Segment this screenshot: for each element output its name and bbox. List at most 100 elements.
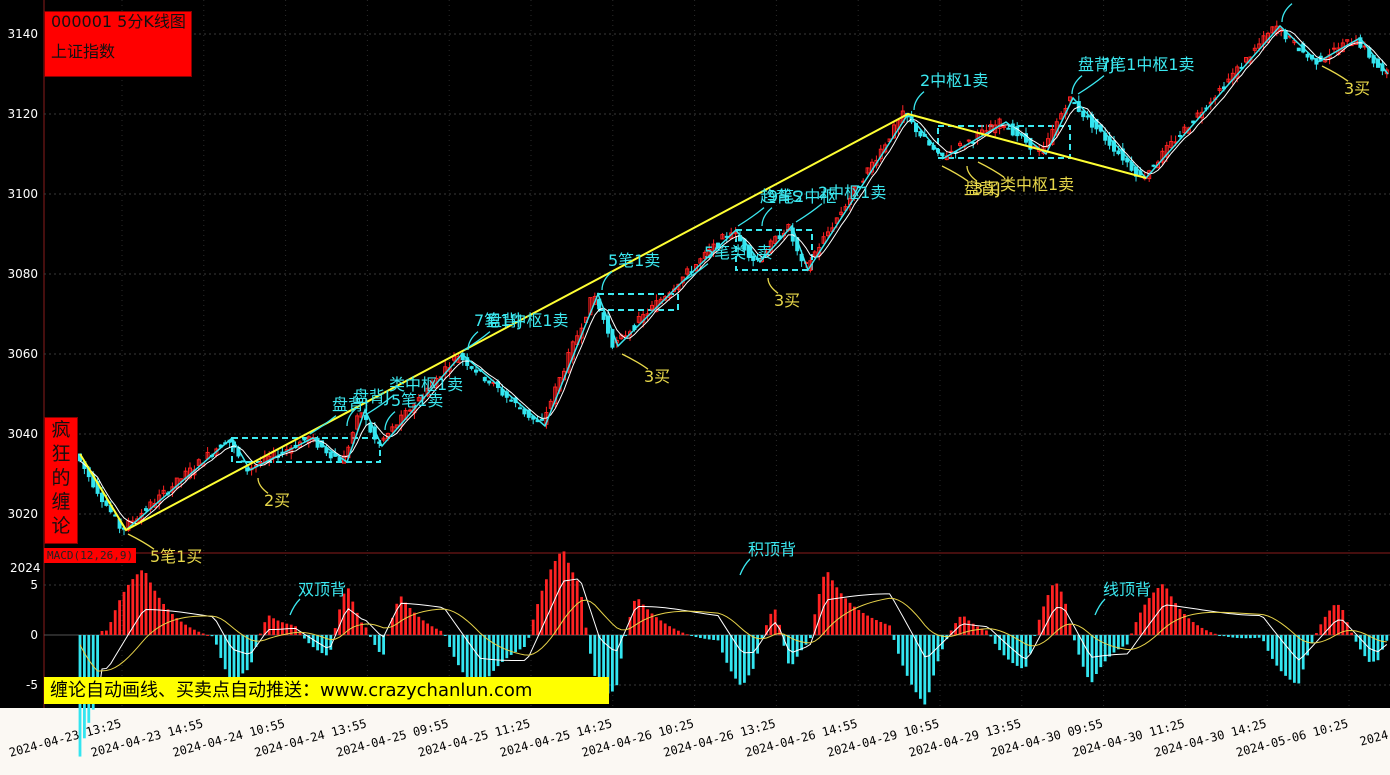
- candle-body: [1178, 134, 1182, 137]
- candle-body: [812, 251, 817, 257]
- macd-bar: [100, 630, 104, 635]
- annotation-arrow: [1071, 75, 1083, 95]
- candle-body: [1195, 112, 1200, 118]
- promo-banner[interactable]: 缠论自动画线、买卖点自动推送：www.crazychanlun.com: [44, 677, 609, 704]
- macd-bar: [897, 635, 900, 654]
- macd-bar: [320, 635, 324, 654]
- candle-body: [469, 366, 474, 369]
- annotation-arrow: [795, 203, 823, 223]
- macd-bar: [109, 622, 113, 635]
- macd-bar: [1068, 623, 1072, 635]
- macd-bar: [540, 590, 544, 635]
- candle-body: [1332, 47, 1336, 50]
- annotation-label: 5笔1卖: [391, 391, 443, 410]
- macd-bar: [1086, 635, 1089, 678]
- macd-bar: [963, 616, 966, 635]
- macd-bar: [1081, 635, 1085, 667]
- macd-bar: [113, 610, 117, 635]
- macd-bar: [747, 635, 751, 676]
- y-tick-label: 3080: [7, 267, 38, 281]
- macd-bar: [690, 635, 693, 636]
- macd-bar: [1279, 635, 1283, 672]
- macd-bar: [377, 635, 381, 652]
- macd-bar: [971, 623, 975, 635]
- macd-bar: [1090, 635, 1094, 683]
- macd-bar: [153, 590, 157, 635]
- macd-bar: [452, 635, 456, 657]
- macd-bar: [839, 593, 843, 635]
- macd-bar: [408, 608, 412, 635]
- macd-value-label: 2024: [10, 561, 41, 575]
- macd-bar: [245, 635, 249, 671]
- macd-bar: [804, 635, 808, 645]
- macd-bar: [655, 617, 658, 635]
- annotation-label: 5笔类1卖: [704, 243, 772, 262]
- macd-bar: [487, 635, 491, 677]
- candle-body: [364, 414, 368, 420]
- macd-bar: [589, 635, 592, 654]
- macd-bar: [430, 626, 434, 635]
- candle-body: [1169, 141, 1174, 149]
- annotation-arrow: [384, 411, 396, 431]
- macd-bar: [298, 632, 302, 635]
- candle-body: [958, 142, 962, 146]
- macd-bar: [439, 630, 443, 635]
- annotation-label: 3买: [973, 179, 999, 198]
- side-char: 论: [51, 515, 71, 537]
- macd-bar: [905, 635, 909, 676]
- side-char: 的: [51, 467, 71, 489]
- macd-bar: [1332, 605, 1336, 635]
- macd-annotation-label: 线顶背: [1103, 580, 1151, 599]
- macd-bar: [989, 635, 993, 637]
- macd-bar: [360, 622, 363, 635]
- macd-bar: [707, 635, 711, 640]
- macd-bar: [518, 635, 522, 650]
- side-char: 缠: [51, 491, 71, 513]
- macd-annotation-arrow: [739, 558, 751, 576]
- macd-bar: [1134, 622, 1138, 635]
- candle-body: [592, 296, 597, 305]
- macd-bar: [1200, 627, 1204, 635]
- macd-bar: [329, 635, 333, 650]
- macd-bar: [646, 609, 649, 635]
- candle-body: [1182, 126, 1187, 134]
- candle-body: [1116, 150, 1121, 155]
- macd-bar: [734, 635, 737, 679]
- macd-bar: [395, 603, 399, 635]
- macd-bar: [276, 620, 280, 635]
- annotation-label: 5笔1买: [150, 547, 202, 566]
- macd-bar: [131, 579, 135, 635]
- macd-bar: [333, 628, 337, 635]
- side-char: 疯: [51, 419, 71, 441]
- macd-bar: [571, 572, 575, 635]
- candle-body: [1252, 47, 1257, 51]
- candle-body: [144, 508, 148, 511]
- candle-body: [434, 377, 439, 389]
- macd-bar: [1354, 635, 1358, 642]
- annotation-label: 盘背J: [964, 179, 1001, 198]
- candle-body: [702, 252, 707, 259]
- candle-body: [1068, 96, 1072, 102]
- candle-body: [1384, 69, 1389, 75]
- macd-bar: [1310, 635, 1314, 644]
- macd-bar: [382, 635, 385, 655]
- macd-bar: [1196, 625, 1199, 635]
- macd-bar: [853, 606, 856, 635]
- macd-bar: [1112, 635, 1116, 653]
- annotation-arrow: [1077, 75, 1105, 95]
- macd-bar: [791, 635, 795, 665]
- macd-tick-label: 0: [30, 628, 38, 642]
- macd-bar: [932, 635, 935, 676]
- macd-bar: [457, 635, 460, 666]
- candle-body: [751, 255, 756, 261]
- candle-body: [1028, 137, 1033, 150]
- macd-bar: [716, 635, 720, 641]
- candle-body: [733, 231, 738, 235]
- macd-bar: [615, 635, 619, 686]
- candle-body: [1059, 113, 1064, 120]
- candle-body: [174, 477, 179, 489]
- macd-bar: [936, 635, 940, 662]
- macd-bar: [1020, 635, 1023, 669]
- candle-body: [196, 459, 201, 466]
